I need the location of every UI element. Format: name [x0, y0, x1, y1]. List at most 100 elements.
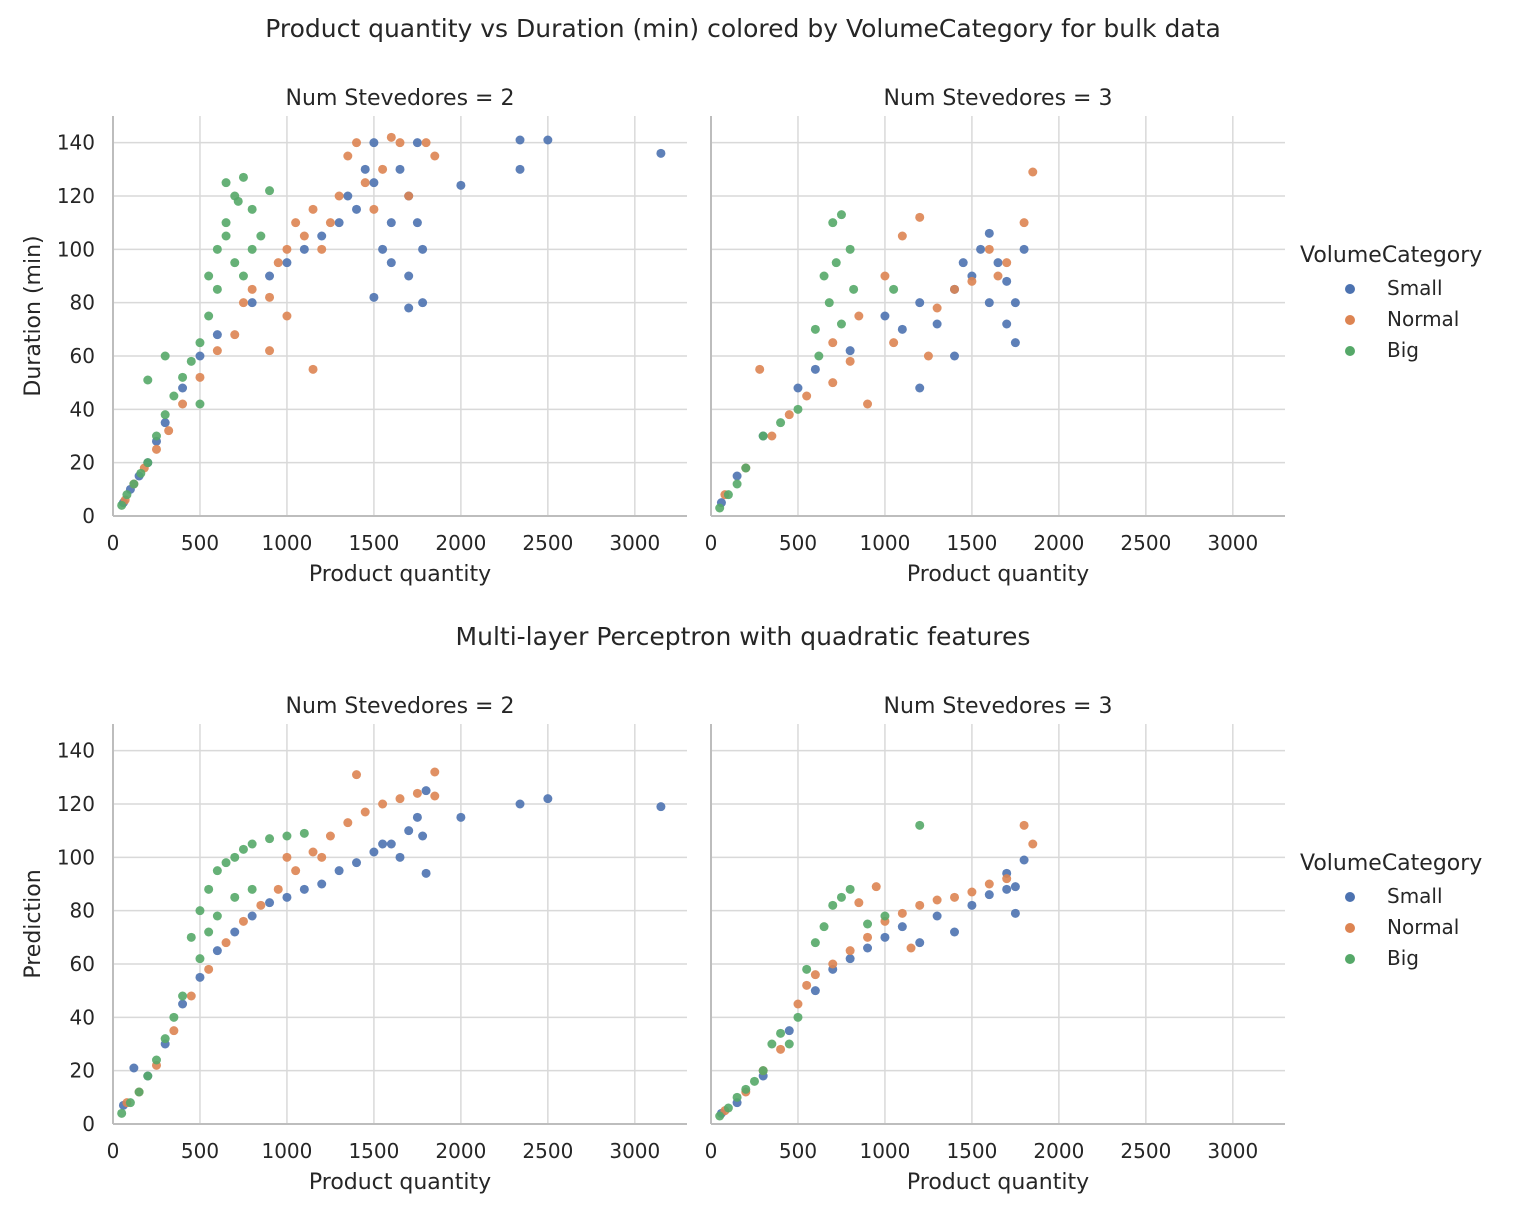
- data-point: [282, 258, 292, 268]
- data-point: [732, 1092, 742, 1102]
- data-point: [810, 324, 820, 334]
- data-point: [984, 298, 994, 308]
- data-point: [282, 244, 292, 254]
- data-point: [793, 999, 803, 1009]
- data-point: [334, 866, 344, 876]
- data-point: [352, 204, 362, 214]
- data-point: [395, 794, 405, 804]
- data-point: [404, 303, 414, 313]
- data-point: [784, 410, 794, 420]
- y-tick-label: 0: [82, 1112, 95, 1136]
- data-point: [230, 927, 240, 937]
- data-point: [421, 868, 431, 878]
- data-point: [212, 346, 222, 356]
- data-point: [412, 218, 422, 228]
- data-point: [976, 244, 986, 254]
- data-point: [204, 964, 214, 974]
- data-point: [758, 431, 768, 441]
- data-point: [273, 884, 283, 894]
- data-point: [212, 244, 222, 254]
- data-point: [836, 210, 846, 220]
- data-point: [221, 218, 231, 228]
- data-point: [755, 364, 765, 374]
- data-point: [819, 271, 829, 281]
- data-point: [282, 852, 292, 862]
- figure-title-bottom: Multi-layer Perceptron with quadratic fe…: [455, 622, 1031, 651]
- data-point: [915, 900, 925, 910]
- data-point: [430, 151, 440, 161]
- data-point: [1010, 882, 1020, 892]
- data-point: [967, 900, 977, 910]
- data-point: [247, 284, 257, 294]
- data-point: [749, 1076, 759, 1086]
- data-point: [984, 879, 994, 889]
- data-point: [143, 458, 153, 468]
- data-point: [164, 426, 174, 436]
- data-point: [412, 812, 422, 822]
- data-point: [247, 839, 257, 849]
- data-point: [824, 298, 834, 308]
- data-point: [195, 399, 205, 409]
- data-point: [784, 1026, 794, 1036]
- data-point: [256, 900, 266, 910]
- data-point: [265, 292, 275, 302]
- y-tick-label: 60: [70, 952, 95, 976]
- legend: VolumeCategory Small Normal Big: [1300, 243, 1482, 362]
- x-axis-label: Product quantity: [309, 1170, 491, 1195]
- data-point: [845, 244, 855, 254]
- y-tick-label: 100: [57, 237, 95, 261]
- data-point: [845, 356, 855, 366]
- data-point: [810, 986, 820, 996]
- data-point: [880, 271, 890, 281]
- data-point: [136, 468, 146, 478]
- x-tick-label: 2000: [435, 531, 486, 555]
- x-tick-label: 2500: [522, 531, 573, 555]
- legend: VolumeCategory Small Normal Big: [1300, 851, 1482, 970]
- data-point: [129, 1063, 139, 1073]
- x-tick-label: 3000: [1207, 1139, 1258, 1163]
- data-point: [273, 258, 283, 268]
- data-point: [915, 298, 925, 308]
- data-point: [958, 258, 968, 268]
- data-point: [932, 895, 942, 905]
- data-point: [802, 964, 812, 974]
- data-point: [810, 364, 820, 374]
- data-point: [863, 399, 873, 409]
- x-tick-label: 500: [181, 1139, 219, 1163]
- data-point: [343, 151, 353, 161]
- x-axis-label: Product quantity: [907, 1170, 1089, 1195]
- data-point: [212, 911, 222, 921]
- data-point: [845, 346, 855, 356]
- data-point: [386, 258, 396, 268]
- data-point: [880, 911, 890, 921]
- data-point: [430, 767, 440, 777]
- data-point: [317, 852, 327, 862]
- data-point: [863, 943, 873, 953]
- data-point: [723, 490, 733, 500]
- data-point: [238, 916, 248, 926]
- data-point: [352, 138, 362, 148]
- data-point: [369, 204, 379, 214]
- data-point: [412, 138, 422, 148]
- data-point: [967, 887, 977, 897]
- data-point: [656, 148, 666, 158]
- data-point: [732, 471, 742, 481]
- data-point: [169, 391, 179, 401]
- data-point: [265, 346, 275, 356]
- data-point: [845, 954, 855, 964]
- data-point: [265, 271, 275, 281]
- data-point: [247, 204, 257, 214]
- data-point: [828, 900, 838, 910]
- data-point: [221, 938, 231, 948]
- x-tick-label: 1000: [859, 531, 910, 555]
- data-point: [915, 820, 925, 830]
- figure-title-top: Product quantity vs Duration (min) color…: [265, 14, 1221, 43]
- data-point: [515, 164, 525, 174]
- legend-label: Normal: [1387, 915, 1459, 939]
- data-point: [845, 884, 855, 894]
- data-point: [265, 186, 275, 196]
- data-point: [352, 858, 362, 868]
- data-point: [238, 844, 248, 854]
- x-tick-label: 3000: [1207, 531, 1258, 555]
